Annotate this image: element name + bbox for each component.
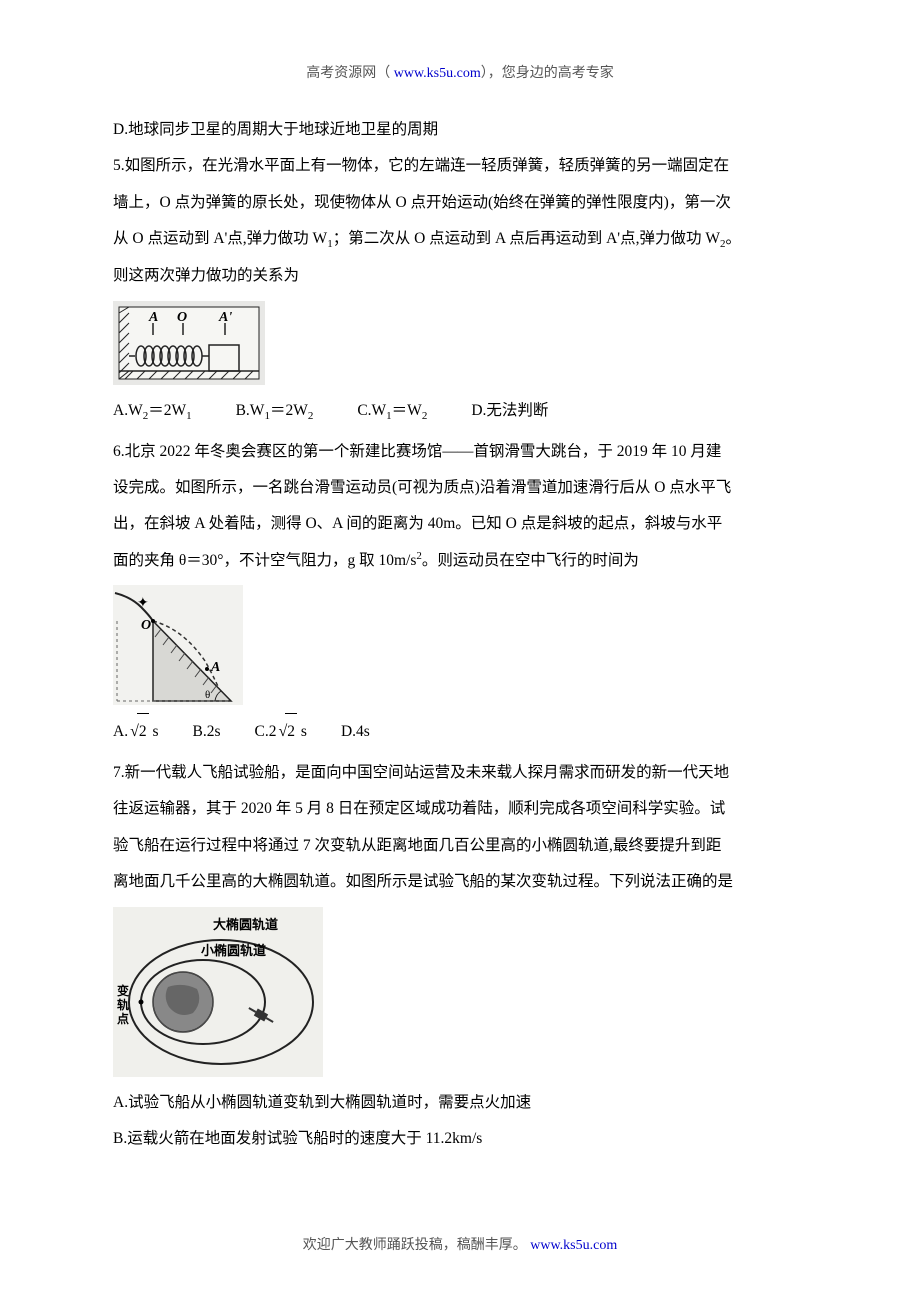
header-url: www.ks5u.com xyxy=(394,66,481,81)
page-header: 高考资源网（ www.ks5u.com），您身边的高考专家 xyxy=(113,62,807,82)
q6-options: A.2 s B.2s C.22 s D.4s xyxy=(113,713,807,751)
q5-line3-b: ；第二次从 O 点运动到 A 点后再运动到 A'点,弹力做功 W xyxy=(333,230,720,247)
q6-line-2: 设完成。如图所示，一名跳台滑雪运动员(可视为质点)沿着滑雪道加速滑行后从 O 点… xyxy=(113,470,807,506)
q5-opt-d: D.无法判断 xyxy=(471,393,548,429)
q7-option-b: B.运载火箭在地面发射试验飞船时的速度大于 11.2km/s xyxy=(113,1121,807,1157)
svg-text:A: A xyxy=(148,310,158,325)
q4-option-d: D.地球同步卫星的周期大于地球近地卫星的周期 xyxy=(113,112,807,148)
svg-text:θ: θ xyxy=(205,689,210,701)
q7-orbit-svg: 大椭圆轨道 小椭圆轨道 变 轨 点 xyxy=(113,907,323,1077)
q6-line4-b: 。则运动员在空中飞行的时间为 xyxy=(422,552,639,569)
q6-line-3: 出，在斜坡 A 处着陆，测得 O、A 间的距离为 40m。已知 O 点是斜坡的起… xyxy=(113,506,807,542)
content-body: D.地球同步卫星的周期大于地球近地卫星的周期 5.如图所示，在光滑水平面上有一物… xyxy=(113,112,807,1157)
q7-line-1: 7.新一代载人飞船试验船，是面向中国空间站运营及未来载人探月需求而研发的新一代天… xyxy=(113,755,807,791)
q6-opt-c: C.22 s xyxy=(255,713,307,751)
q6-line4-a: 面的夹角 θ＝30°，不计空气阻力，g 取 10m/s xyxy=(113,552,416,569)
q6-slope-svg: O A ✦ θ xyxy=(113,585,243,705)
q6-opt-b: B.2s xyxy=(193,714,221,750)
q6-line-1: 6.北京 2022 年冬奥会赛区的第一个新建比赛场馆——首钢滑雪大跳台，于 20… xyxy=(113,434,807,470)
q5-options: A.W2＝2W1 B.W1＝2W2 C.W1＝W2 D.无法判断 xyxy=(113,393,807,430)
q5-figure: A O A' xyxy=(113,301,807,385)
header-prefix: 高考资源网（ xyxy=(306,66,394,81)
q7-line-2: 往返运输器，其于 2020 年 5 月 8 日在预定区域成功着陆，顺利完成各项空… xyxy=(113,791,807,827)
q7-line-4: 离地面几千公里高的大椭圆轨道。如图所示是试验飞船的某次变轨过程。下列说法正确的是 xyxy=(113,864,807,900)
svg-text:变: 变 xyxy=(117,983,129,998)
svg-text:✦: ✦ xyxy=(137,596,149,611)
q5-line-4: 则这两次弹力做功的关系为 xyxy=(113,258,807,294)
q6-opt-d: D.4s xyxy=(341,714,370,750)
q5-line-1: 5.如图所示，在光滑水平面上有一物体，它的左端连一轻质弹簧，轻质弹簧的另一端固定… xyxy=(113,148,807,184)
q6-opt-a: A.2 s xyxy=(113,713,159,751)
svg-text:小椭圆轨道: 小椭圆轨道 xyxy=(201,943,266,958)
footer-url: www.ks5u.com xyxy=(530,1238,617,1253)
q5-opt-c: C.W1＝W2 xyxy=(357,393,427,430)
q5-line3-c: 。 xyxy=(725,230,741,247)
svg-text:O: O xyxy=(141,618,151,633)
page-footer: 欢迎广大教师踊跃投稿，稿酬丰厚。 www.ks5u.com xyxy=(0,1234,920,1254)
q5-opt-b: B.W1＝2W2 xyxy=(236,393,314,430)
svg-text:O: O xyxy=(177,310,187,325)
q5-line-2: 墙上，O 点为弹簧的原长处，现使物体从 O 点开始运动(始终在弹簧的弹性限度内)… xyxy=(113,185,807,221)
q5-line-3: 从 O 点运动到 A'点,弹力做功 W1；第二次从 O 点运动到 A 点后再运动… xyxy=(113,221,807,258)
q6-figure: O A ✦ θ xyxy=(113,585,807,705)
q7-line-3: 验飞船在运行过程中将通过 7 次变轨从距离地面几百公里高的小椭圆轨道,最终要提升… xyxy=(113,828,807,864)
q7-figure: 大椭圆轨道 小椭圆轨道 变 轨 点 xyxy=(113,907,807,1077)
q5-line3-a: 从 O 点运动到 A'点,弹力做功 W xyxy=(113,230,327,247)
svg-text:轨: 轨 xyxy=(117,997,129,1012)
footer-prefix: 欢迎广大教师踊跃投稿，稿酬丰厚。 xyxy=(303,1238,531,1253)
svg-text:大椭圆轨道: 大椭圆轨道 xyxy=(213,917,278,932)
header-suffix: ），您身边的高考专家 xyxy=(481,66,614,81)
q6-line-4: 面的夹角 θ＝30°，不计空气阻力，g 取 10m/s2。则运动员在空中飞行的时… xyxy=(113,543,807,579)
svg-text:A': A' xyxy=(218,310,232,325)
svg-text:点: 点 xyxy=(117,1011,129,1026)
svg-text:A: A xyxy=(210,660,220,675)
q5-spring-svg: A O A' xyxy=(113,301,265,385)
q5-opt-a: A.W2＝2W1 xyxy=(113,393,192,430)
q7-option-a: A.试验飞船从小椭圆轨道变轨到大椭圆轨道时，需要点火加速 xyxy=(113,1085,807,1121)
